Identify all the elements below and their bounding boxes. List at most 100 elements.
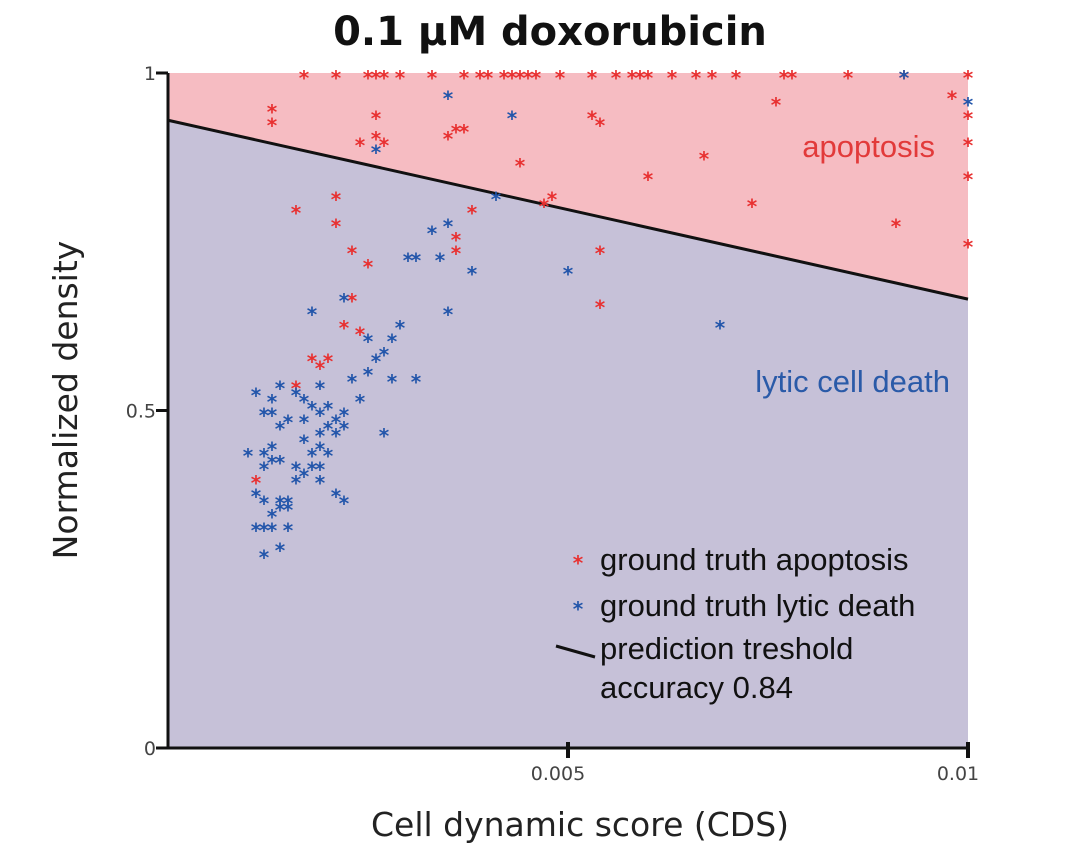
y-tick-label: 1	[144, 63, 156, 85]
apoptosis-point: *	[731, 66, 742, 90]
lytic-death-point: *	[323, 417, 334, 441]
apoptosis-point: *	[355, 323, 366, 347]
lytic-death-point: *	[307, 397, 318, 421]
lytic-death-point: *	[259, 444, 270, 468]
lytic-death-point: *	[315, 458, 326, 482]
lytic-death-point: *	[259, 458, 270, 482]
apoptosis-point: *	[451, 228, 462, 252]
apoptosis-point: *	[635, 66, 646, 90]
apoptosis-point: *	[691, 66, 702, 90]
lytic-death-point: *	[411, 370, 422, 394]
apoptosis-point: *	[515, 66, 526, 90]
apoptosis-point: *	[299, 66, 310, 90]
apoptosis-point: *	[291, 201, 302, 225]
apoptosis-point: *	[267, 113, 278, 137]
lytic-death-point: *	[507, 107, 518, 131]
apoptosis-point: *	[347, 289, 358, 313]
lytic-death-point: *	[267, 404, 278, 428]
lytic-death-point: *	[315, 471, 326, 495]
lytic-death-point: *	[299, 410, 310, 434]
lytic-death-point: *	[275, 417, 286, 441]
lytic-death-point: *	[443, 215, 454, 239]
apoptosis-region	[168, 73, 968, 300]
lytic-death-point: *	[363, 363, 374, 387]
lytic-death-point: *	[267, 451, 278, 475]
lytic-death-point: *	[339, 404, 350, 428]
lytic-death-point: *	[339, 289, 350, 313]
apoptosis-point: *	[963, 107, 974, 131]
apoptosis-point: *	[947, 86, 958, 110]
lytic-death-point: *	[563, 262, 574, 286]
apoptosis-point: *	[547, 188, 558, 212]
apoptosis-point: *	[515, 154, 526, 178]
lytic-death-point: *	[427, 221, 438, 245]
lytic-death-point: *	[323, 397, 334, 421]
lytic-death-point: *	[323, 444, 334, 468]
lytic-death-point: *	[291, 458, 302, 482]
apoptosis-point: *	[891, 215, 902, 239]
apoptosis-point: *	[443, 127, 454, 151]
lytic-death-point: *	[275, 498, 286, 522]
apoptosis-point: *	[451, 120, 462, 144]
lytic-death-point: *	[331, 410, 342, 434]
apoptosis-point: *	[291, 377, 302, 401]
apoptosis-region-label: apoptosis	[802, 129, 935, 164]
y-axis-label: Normalized density	[46, 241, 85, 560]
lytic-death-point: *	[291, 471, 302, 495]
lytic-death-point: *	[387, 329, 398, 353]
apoptosis-point: *	[667, 66, 678, 90]
lytic-death-point: *	[331, 485, 342, 509]
lytic-death-point: *	[395, 316, 406, 340]
lytic-death-point: *	[307, 444, 318, 468]
lytic-death-point: *	[347, 370, 358, 394]
lytic-death-point: *	[491, 188, 502, 212]
apoptosis-point: *	[379, 66, 390, 90]
lytic-death-point: *	[291, 383, 302, 407]
lytic-death-point: *	[403, 248, 414, 272]
apoptosis-point: *	[363, 66, 374, 90]
apoptosis-point: *	[595, 296, 606, 320]
lytic-death-point: *	[315, 437, 326, 461]
apoptosis-point: *	[595, 242, 606, 266]
apoptosis-point: *	[699, 147, 710, 171]
lytic-death-point: *	[275, 539, 286, 563]
apoptosis-point: *	[451, 242, 462, 266]
apoptosis-point: *	[459, 66, 470, 90]
apoptosis-point: *	[379, 134, 390, 158]
lytic-death-point: *	[251, 383, 262, 407]
apoptosis-point: *	[771, 93, 782, 117]
x-tick-label: 0.005	[531, 763, 585, 785]
lytic-death-point: *	[963, 93, 974, 117]
apoptosis-point: *	[779, 66, 790, 90]
apoptosis-point: *	[523, 66, 534, 90]
apoptosis-point: *	[315, 356, 326, 380]
lytic-death-point: *	[435, 248, 446, 272]
lytic-death-point: *	[339, 491, 350, 515]
lytic-death-point: *	[331, 424, 342, 448]
lytic-death-point: *	[315, 404, 326, 428]
lytic-death-point: *	[251, 485, 262, 509]
apoptosis-point: *	[475, 66, 486, 90]
lytic-death-point: *	[339, 417, 350, 441]
lytic-death-point: *	[267, 390, 278, 414]
apoptosis-point: *	[843, 66, 854, 90]
apoptosis-point: *	[787, 66, 798, 90]
apoptosis-point: *	[499, 66, 510, 90]
axis-ticks: 0 0.5 1 0.005 0.01	[126, 63, 979, 785]
lytic-death-point: *	[299, 464, 310, 488]
lytic-death-point: *	[283, 410, 294, 434]
apoptosis-point: *	[331, 215, 342, 239]
apoptosis-point: *	[371, 107, 382, 131]
chart-title: 0.1 μM doxorubicin	[333, 9, 767, 55]
lytic-death-point: *	[267, 505, 278, 529]
lytic-death-point: *	[267, 518, 278, 542]
lytic-death-point: *	[299, 431, 310, 455]
apoptosis-point: *	[395, 66, 406, 90]
y-tick-label: 0.5	[126, 401, 156, 423]
data-points: * * *** * * * ** ***** * * * *** * * * * ** * * *** *** * ****…	[243, 66, 974, 569]
apoptosis-point: *	[363, 255, 374, 279]
legend-marker-lytic-death: *	[573, 597, 584, 621]
apoptosis-point: *	[555, 66, 566, 90]
lytic-death-point: *	[243, 444, 254, 468]
apoptosis-point: *	[347, 242, 358, 266]
